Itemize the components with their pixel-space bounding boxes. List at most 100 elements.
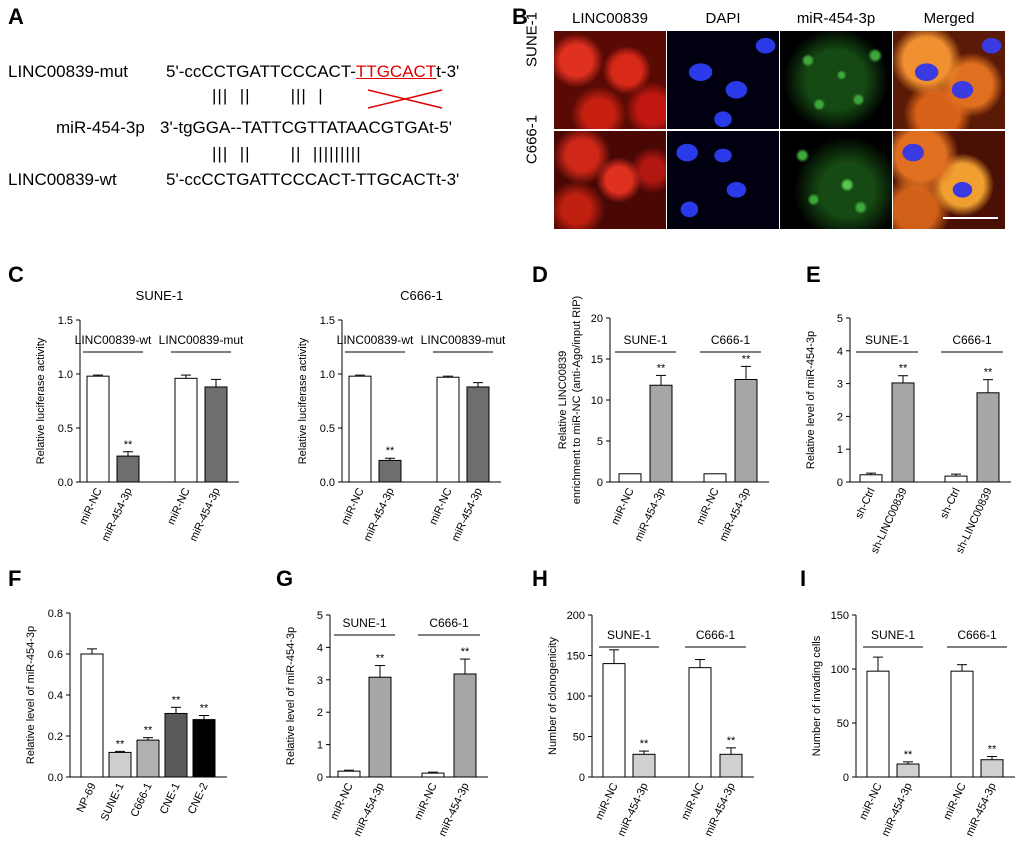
- category-label: miR-NC: [941, 781, 968, 822]
- significance-mark: **: [386, 445, 395, 457]
- mut-seq-prefix: 5'-ccCCTGATTCCCACT-: [166, 62, 356, 81]
- image-sune-linc: [554, 31, 666, 129]
- image-c666-dapi: [667, 131, 779, 229]
- group-label: C666-1: [957, 628, 997, 642]
- category-label: miR-NC: [609, 486, 636, 527]
- group-label: C666-1: [429, 616, 469, 630]
- panel-label-h: H: [532, 566, 548, 591]
- y-tick-label: 3: [837, 379, 843, 391]
- bar: [421, 772, 445, 778]
- category-label: miR-NC: [328, 781, 355, 822]
- y-tick-label: 0: [579, 772, 585, 784]
- bar: [632, 753, 656, 778]
- image-sune-mir: [780, 31, 892, 129]
- chart-c-c6661: C666-1 0.0 0.5 1.0 1.5 Relative luciferase ac…: [297, 288, 506, 543]
- y-tick-label: 1.0: [320, 369, 335, 381]
- chart-d-rip: 0 5 10 15 20 Relative LINC00839 enrichment to …: [557, 296, 769, 543]
- y-tick-label: 0.0: [320, 477, 335, 489]
- panel-label-e: E: [806, 262, 821, 287]
- category-label: miR-454-3p: [362, 486, 397, 543]
- bar: [436, 376, 460, 483]
- group-label: C666-1: [952, 333, 992, 347]
- y-tick-label: 1.5: [320, 315, 335, 327]
- category-label: miR-454-3p: [964, 781, 999, 838]
- bar: [453, 673, 477, 778]
- y-tick-label: 1.0: [58, 369, 73, 381]
- category-label: miR-454-3p: [718, 486, 753, 543]
- image-c666-merged: [893, 131, 1005, 229]
- y-tick-label: 0.6: [48, 649, 63, 661]
- chart-e-knockdown: 0 1 2 3 4 5 Relative level of miR-454-3p sh-Ctr…: [805, 313, 1011, 556]
- bar: [192, 719, 216, 778]
- bar: [337, 770, 361, 778]
- category-label: C666-1: [129, 781, 155, 819]
- y-tick-label: 0: [837, 477, 843, 489]
- y-axis-label: Relative level of miR-454-3p: [25, 626, 37, 764]
- y-tick-label: 5: [317, 610, 323, 622]
- significance-mark: **: [172, 694, 181, 706]
- y-tick-label: 100: [567, 691, 585, 703]
- chart-h-clonogenicity: 0 50 100 150 200 Number of clonogenicity miR-N…: [547, 610, 754, 838]
- image-sune-dapi: [667, 31, 779, 129]
- y-tick-label: 50: [573, 732, 585, 744]
- chart-g-overexpression: 0 1 2 3 4 5 Relative level of miR-454-3p miR-NC…: [285, 610, 488, 838]
- mut-sequence: 5'-ccCCTGATTCCCACT-TTGCACTt-3': [166, 62, 459, 82]
- significance-mark: **: [116, 738, 125, 750]
- bar: [649, 384, 673, 483]
- bar: [466, 386, 490, 483]
- panel-label-a: A: [8, 4, 24, 29]
- y-tick-label: 150: [567, 651, 585, 663]
- image-sune-merged: [893, 31, 1005, 129]
- group-label: LINC00839-mut: [159, 333, 244, 347]
- y-axis-label: Number of clonogenicity: [547, 637, 559, 756]
- bar: [896, 763, 920, 778]
- chart-c-sune1: SUNE-1 0.0 0.5 1.0 1.5 Relative luciferase ac…: [35, 288, 244, 543]
- bar: [116, 455, 140, 483]
- significance-mark: **: [640, 738, 649, 750]
- y-tick-label: 150: [831, 610, 849, 622]
- category-label: miR-NC: [694, 486, 721, 527]
- y-tick-label: 1.5: [58, 315, 73, 327]
- y-tick-label: 0: [843, 772, 849, 784]
- y-tick-label: 5: [597, 436, 603, 448]
- mir-label: miR-454-3p: [56, 118, 145, 137]
- image-c666-mir: [780, 131, 892, 229]
- image-c666-linc: [554, 131, 666, 229]
- bar: [734, 379, 758, 483]
- scale-bar: [943, 217, 998, 219]
- category-label: miR-454-3p: [437, 781, 472, 838]
- significance-mark: **: [124, 439, 133, 451]
- panel-label-g: G: [276, 566, 294, 591]
- panel-label-c: C: [8, 262, 24, 287]
- mut-seq-suffix: t-3': [436, 62, 460, 81]
- y-axis-label: Relative LINC00839: [557, 351, 569, 449]
- significance-mark: **: [984, 367, 993, 379]
- group-label: C666-1: [711, 333, 751, 347]
- category-label: miR-NC: [857, 781, 884, 822]
- significance-mark: **: [461, 646, 470, 658]
- category-label: miR-454-3p: [188, 486, 223, 543]
- y-tick-label: 200: [567, 610, 585, 622]
- significance-mark: **: [376, 653, 385, 665]
- panel-label-i: I: [800, 566, 807, 591]
- mir-sequence: 3'-tgGGA--TATTCGTTATAACGTGAt-5': [160, 118, 453, 137]
- wt-label: LINC00839-wt: [8, 170, 117, 189]
- group-label: LINC00839-wt: [75, 333, 152, 347]
- bar: [950, 670, 974, 778]
- col-header-dapi: DAPI: [705, 10, 741, 27]
- y-tick-label: 50: [837, 718, 849, 730]
- mut-seq-mutated: TTGCACT: [355, 62, 437, 81]
- category-label: SUNE-1: [99, 781, 127, 823]
- bar: [136, 739, 160, 778]
- y-tick-label: 0.5: [320, 423, 335, 435]
- y-tick-label: 20: [591, 313, 603, 325]
- category-label: sh-Ctrl: [853, 486, 878, 520]
- category-label: miR-454-3p: [616, 781, 651, 838]
- y-tick-label: 100: [831, 664, 849, 676]
- bar: [703, 473, 727, 483]
- bar: [602, 663, 626, 778]
- bar: [618, 473, 642, 483]
- chart-title: SUNE-1: [136, 288, 184, 303]
- bar: [108, 751, 132, 778]
- y-axis-label: enrichment to miR-NC (anti-Ago/input RIP…: [571, 296, 583, 504]
